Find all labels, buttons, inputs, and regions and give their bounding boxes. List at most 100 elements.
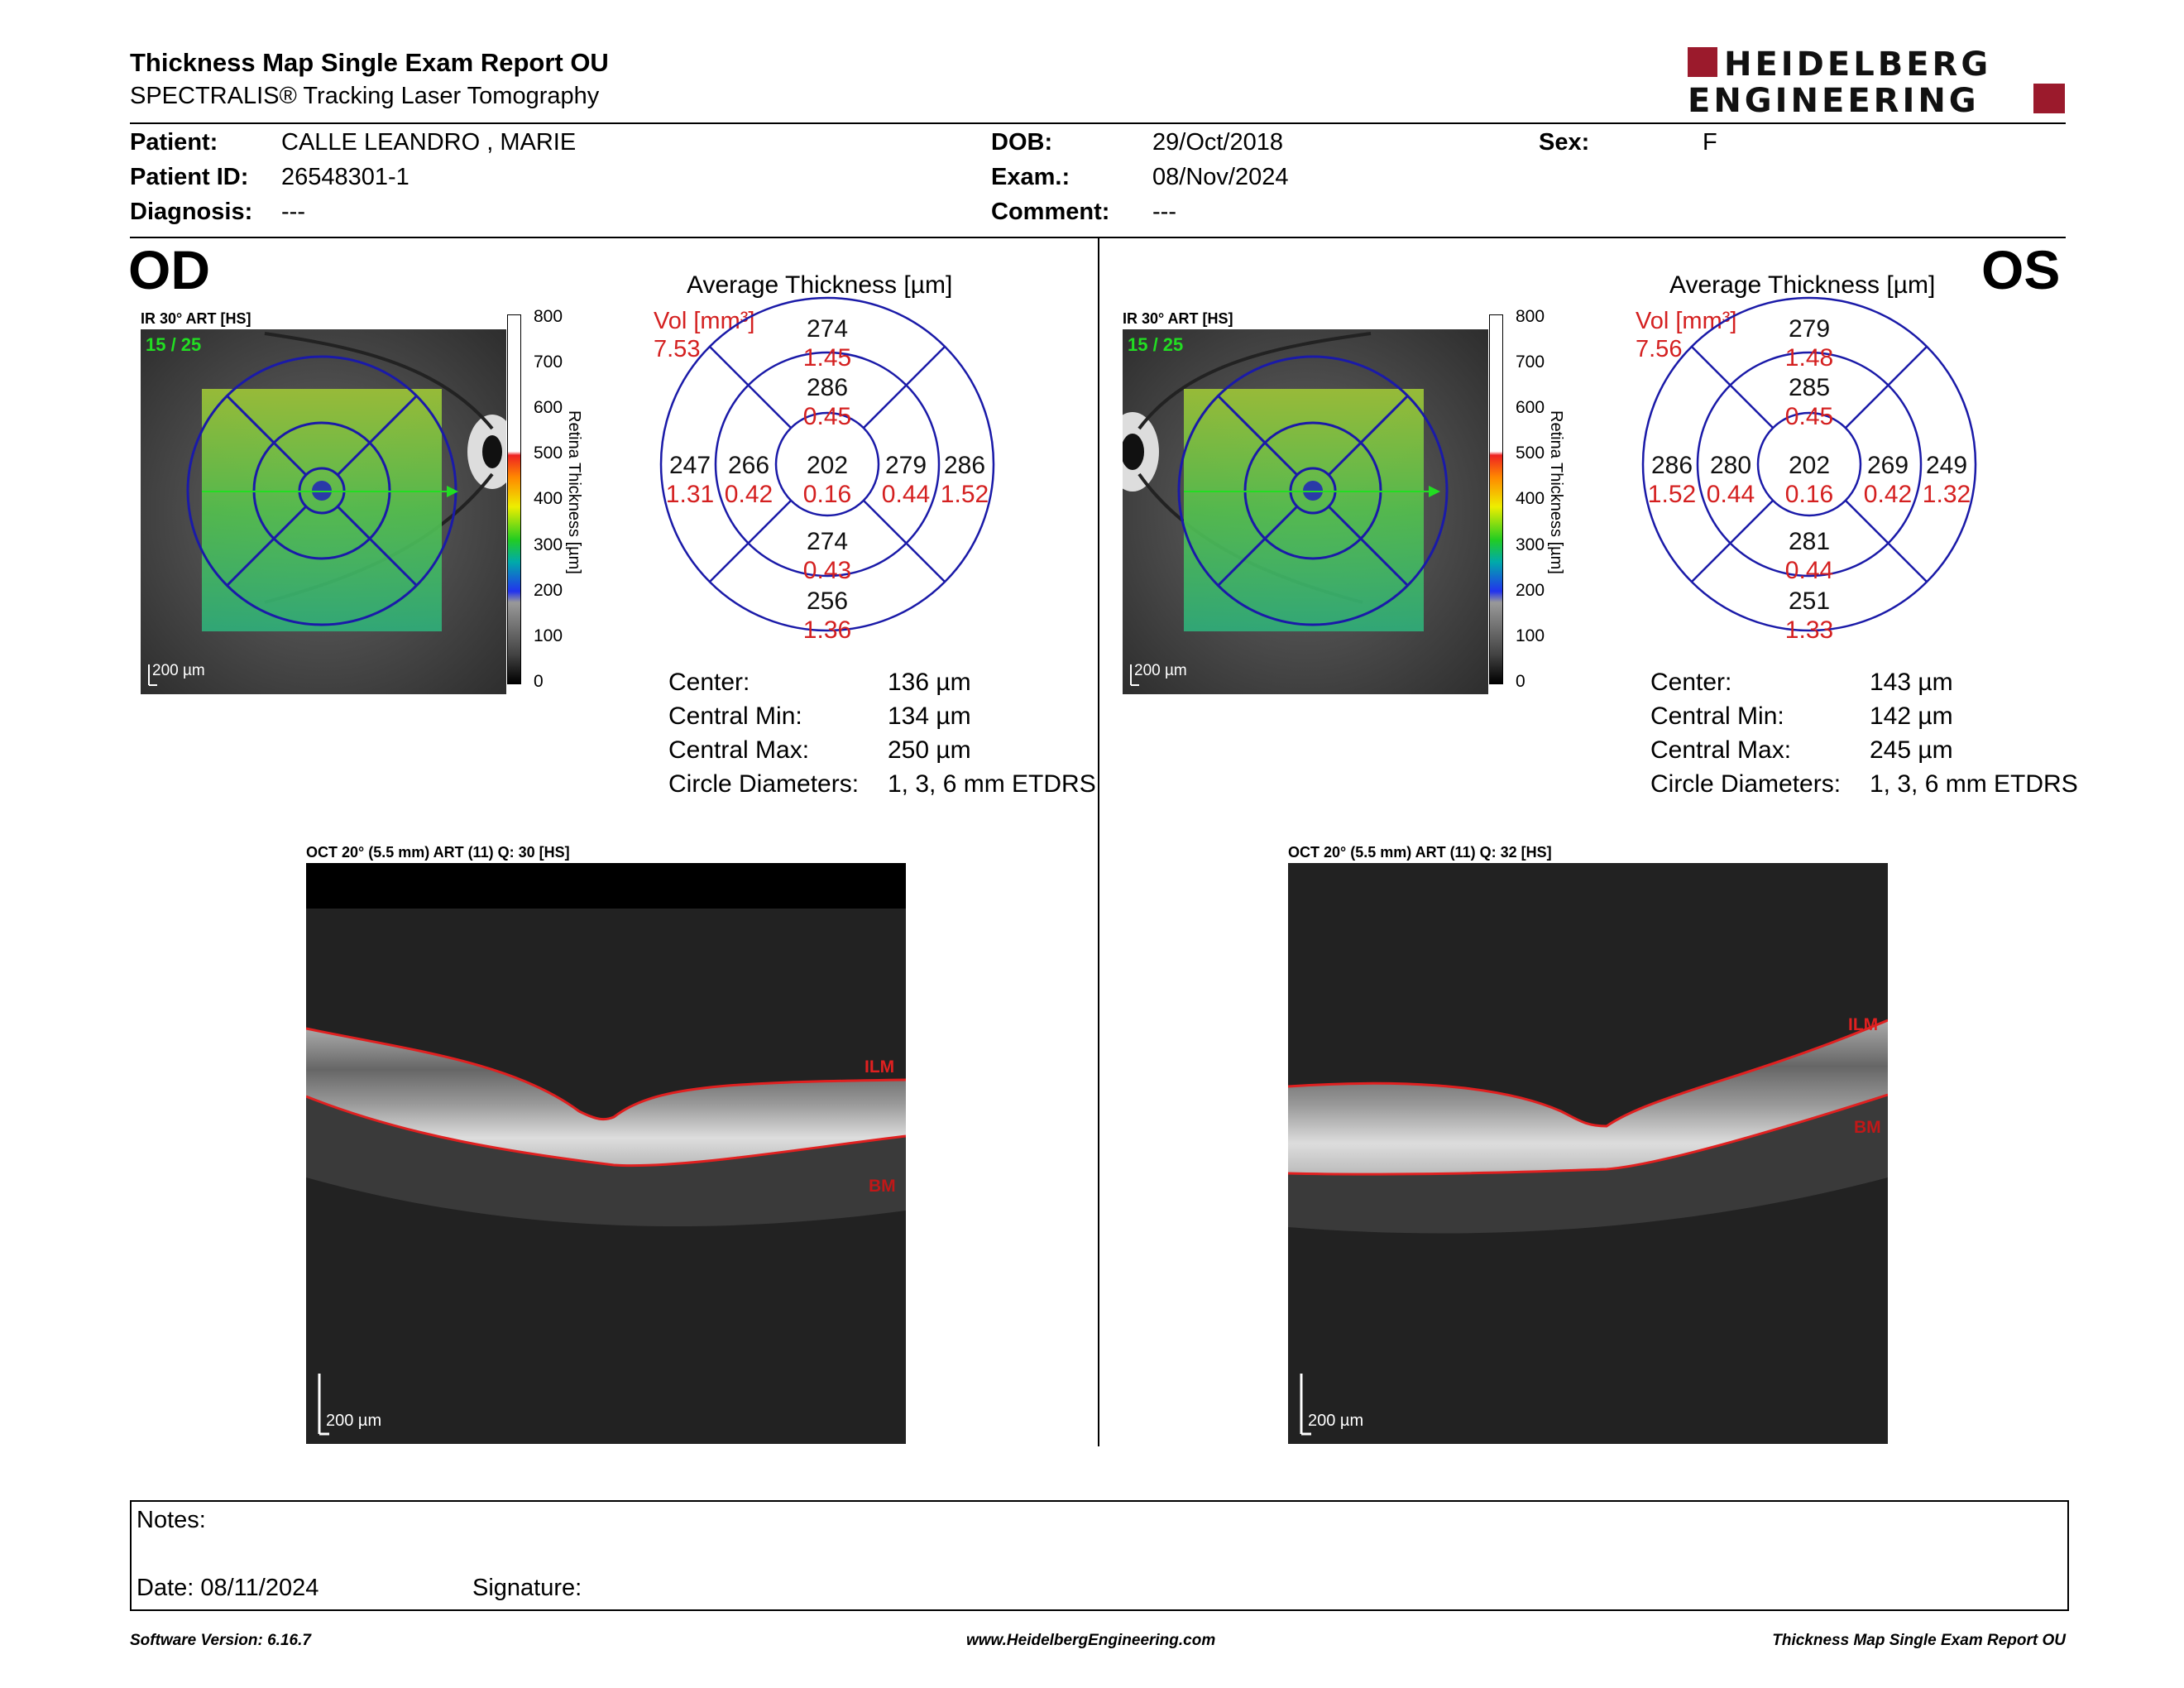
heidelberg-logo: HEIDELBERG ENGINEERING xyxy=(1688,46,2068,121)
os-colorbar xyxy=(1489,314,1503,684)
os-cb-tick: 200 xyxy=(1516,581,1545,600)
dob-label: DOB: xyxy=(991,129,1053,156)
os-cb-title: Retina Thickness [µm] xyxy=(1547,410,1565,574)
svg-text:202: 202 xyxy=(807,452,848,479)
os-cb-tick: 400 xyxy=(1516,489,1545,508)
od-vol-label: Vol [mm³] xyxy=(654,308,755,334)
svg-text:202: 202 xyxy=(1789,452,1830,479)
svg-text:0.16: 0.16 xyxy=(803,481,851,508)
eye-label-os: OS xyxy=(1981,239,2061,300)
svg-text:279: 279 xyxy=(885,452,927,479)
svg-text:0.44: 0.44 xyxy=(882,481,930,508)
comment-label: Comment: xyxy=(991,199,1110,225)
od-cb-title: Retina Thickness [µm] xyxy=(565,410,583,574)
svg-text:0.16: 0.16 xyxy=(1785,481,1833,508)
od-avg-title: Average Thickness [µm] xyxy=(687,271,953,299)
os-center-value: 143 µm xyxy=(1870,669,1953,696)
os-vol-value: 7.56 xyxy=(1636,336,1683,362)
od-max-label: Central Max: xyxy=(668,736,810,764)
svg-text:1.32: 1.32 xyxy=(1923,481,1971,508)
od-cb-tick: 100 xyxy=(534,626,563,645)
od-oct-image: ILM BM 200 µm xyxy=(306,863,906,1444)
os-cb-tick: 700 xyxy=(1516,352,1545,372)
notes-box: Notes: Date: 08/11/2024 Signature: xyxy=(130,1500,2069,1611)
sex-value: F xyxy=(1703,129,1717,156)
os-max-value: 245 µm xyxy=(1870,736,1953,764)
os-cb-tick: 500 xyxy=(1516,444,1545,463)
svg-text:286: 286 xyxy=(944,452,985,479)
exam-value: 08/Nov/2024 xyxy=(1152,164,1289,190)
notes-label: Notes: xyxy=(136,1507,206,1533)
svg-text:15 / 25: 15 / 25 xyxy=(1128,334,1183,355)
svg-text:1.52: 1.52 xyxy=(1648,481,1696,508)
od-center-label: Center: xyxy=(668,669,750,696)
os-avg-title: Average Thickness [µm] xyxy=(1669,271,1936,299)
od-cb-tick: 600 xyxy=(534,398,563,417)
svg-text:ILM: ILM xyxy=(1848,1015,1878,1034)
svg-text:266: 266 xyxy=(728,452,769,479)
os-oct-label: OCT 20° (5.5 mm) ART (11) Q: 32 [HS] xyxy=(1288,844,1552,861)
svg-text:1.31: 1.31 xyxy=(666,481,714,508)
signature-label: Signature: xyxy=(472,1575,582,1601)
svg-text:249: 249 xyxy=(1926,452,1967,479)
svg-text:ENGINEERING: ENGINEERING xyxy=(1688,82,1980,117)
svg-text:0.44: 0.44 xyxy=(1785,557,1833,584)
od-min-label: Central Min: xyxy=(668,703,802,730)
os-cb-tick: 100 xyxy=(1516,626,1545,645)
svg-text:1.52: 1.52 xyxy=(941,481,989,508)
svg-text:ILM: ILM xyxy=(864,1057,894,1077)
od-oct-label: OCT 20° (5.5 mm) ART (11) Q: 30 [HS] xyxy=(306,844,570,861)
svg-text:0.45: 0.45 xyxy=(803,403,851,430)
svg-text:200 µm: 200 µm xyxy=(326,1412,381,1430)
svg-text:280: 280 xyxy=(1710,452,1751,479)
diagnosis-label: Diagnosis: xyxy=(130,199,253,225)
exam-label: Exam.: xyxy=(991,164,1070,190)
svg-text:286: 286 xyxy=(1651,452,1693,479)
od-max-value: 250 µm xyxy=(888,736,971,764)
svg-text:200 µm: 200 µm xyxy=(1134,662,1187,679)
od-vol-value: 7.53 xyxy=(654,336,701,362)
os-center-label: Center: xyxy=(1650,669,1732,696)
date-label: Date: 08/11/2024 xyxy=(136,1575,319,1601)
os-cb-tick: 800 xyxy=(1516,307,1545,326)
svg-text:HEIDELBERG: HEIDELBERG xyxy=(1724,46,1991,84)
od-diam-label: Circle Diameters: xyxy=(668,770,860,798)
svg-text:200 µm: 200 µm xyxy=(1308,1412,1363,1430)
od-diam-value: 1, 3, 6 mm ETDRS xyxy=(888,770,1096,798)
svg-text:279: 279 xyxy=(1789,315,1830,343)
od-etdrs-chart: 274 1.45 286 0.45 202 0.16 266 0.42 279 … xyxy=(658,296,997,652)
svg-text:0.42: 0.42 xyxy=(1864,481,1912,508)
report-title: Thickness Map Single Exam Report OU xyxy=(130,48,609,77)
comment-value: --- xyxy=(1152,199,1176,225)
os-cb-tick: 0 xyxy=(1516,672,1525,691)
os-ir-label: IR 30° ART [HS] xyxy=(1123,310,1233,327)
sex-label: Sex: xyxy=(1539,129,1590,156)
os-ir-image: 15 / 25 200 µm xyxy=(1123,329,1488,694)
od-cb-tick: 500 xyxy=(534,444,563,463)
svg-text:0.42: 0.42 xyxy=(725,481,773,508)
svg-text:269: 269 xyxy=(1867,452,1909,479)
svg-text:1.45: 1.45 xyxy=(803,344,851,372)
svg-text:BM: BM xyxy=(1854,1118,1881,1137)
svg-text:285: 285 xyxy=(1789,374,1830,401)
website-link[interactable]: www.HeidelbergEngineering.com xyxy=(966,1632,1216,1649)
od-cb-tick: 700 xyxy=(534,352,563,372)
svg-text:256: 256 xyxy=(807,587,848,615)
od-cb-tick: 200 xyxy=(534,581,563,600)
patient-label: Patient: xyxy=(130,129,218,156)
svg-text:286: 286 xyxy=(807,374,848,401)
od-ir-label: IR 30° ART [HS] xyxy=(141,310,251,327)
svg-text:281: 281 xyxy=(1789,528,1830,555)
patient-id: 26548301-1 xyxy=(281,164,410,190)
patient-name: CALLE LEANDRO , MARIE xyxy=(281,129,577,156)
od-colorbar xyxy=(507,314,521,684)
software-version: Software Version: 6.16.7 xyxy=(130,1632,311,1649)
od-center-value: 136 µm xyxy=(888,669,971,696)
os-diam-label: Circle Diameters: xyxy=(1650,770,1842,798)
od-ir-image: 15 / 25 200 µm xyxy=(141,329,506,694)
os-max-label: Central Max: xyxy=(1650,736,1792,764)
os-diam-value: 1, 3, 6 mm ETDRS xyxy=(1870,770,2078,798)
report-subtitle: SPECTRALIS® Tracking Laser Tomography xyxy=(130,83,600,109)
od-cb-tick: 0 xyxy=(534,672,544,691)
svg-text:247: 247 xyxy=(669,452,711,479)
